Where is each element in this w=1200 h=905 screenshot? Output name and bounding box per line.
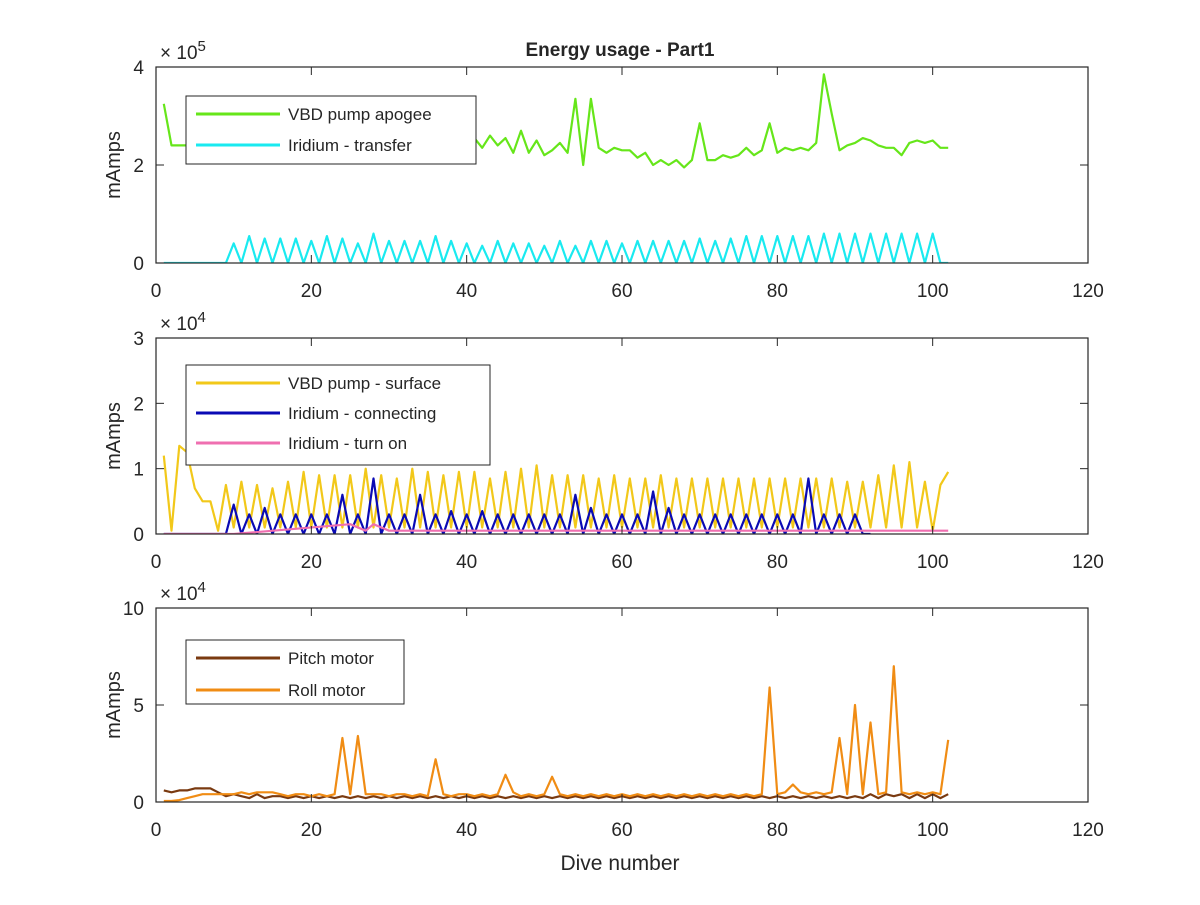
series-line-pitch-motor — [163, 787, 949, 800]
y-tick-label: 2 — [133, 156, 144, 177]
legend: VBD pump - surface Iridium - connecting Ir… — [185, 364, 491, 466]
x-tick-label: 40 — [456, 820, 477, 841]
y-exponent-power: 5 — [198, 38, 206, 55]
legend-entry-label: VBD pump - surface — [288, 374, 441, 393]
panel-1: 0 20 40 60 80 100 120 0 2 4 × 105 mAmps VBD pump apo… — [103, 38, 1104, 302]
x-tick-label: 20 — [301, 281, 322, 302]
y-tick-label: 5 — [133, 696, 144, 717]
legend-entry-label: Iridium - connecting — [288, 404, 436, 423]
y-tick-label: 0 — [133, 525, 144, 546]
y-tick-label: 3 — [133, 329, 144, 350]
x-tick-label: 80 — [767, 281, 788, 302]
x-tick-label: 100 — [917, 820, 949, 841]
x-tick-label: 120 — [1072, 552, 1104, 573]
y-tick-label: 2 — [133, 394, 144, 415]
legend-entry-label: Pitch motor — [288, 649, 374, 668]
x-tick-label: 120 — [1072, 281, 1104, 302]
legend-entry-label: Iridium - transfer — [288, 136, 412, 155]
x-tick-label: 80 — [767, 820, 788, 841]
y-exponent-label: × 104 — [160, 579, 206, 605]
y-exponent-power: 4 — [198, 579, 206, 596]
y-tick-label: 0 — [133, 793, 144, 814]
x-tick-label: 0 — [151, 820, 162, 841]
x-tick-label: 60 — [611, 820, 632, 841]
legend-box — [185, 95, 477, 165]
legend-entry-label: VBD pump apogee — [288, 105, 432, 124]
axes-box — [155, 607, 1089, 803]
legend-box — [185, 639, 405, 705]
x-tick-label: 0 — [151, 281, 162, 302]
x-tick-label: 80 — [767, 552, 788, 573]
y-tick-label: 1 — [133, 460, 144, 481]
x-tick-label: 20 — [301, 820, 322, 841]
y-axis-label: mAmps — [103, 131, 125, 199]
x-tick-label: 40 — [456, 552, 477, 573]
x-tick-label: 100 — [917, 552, 949, 573]
chart-title: Energy usage - Part1 — [525, 40, 714, 61]
x-tick-label: 60 — [611, 281, 632, 302]
y-exponent-power: 4 — [198, 309, 206, 326]
x-tick-label: 40 — [456, 281, 477, 302]
legend: Pitch motor Roll motor — [185, 639, 405, 705]
legend-entry-label: Iridium - turn on — [288, 434, 407, 453]
y-axis-label: mAmps — [103, 671, 125, 739]
series-line-iridium-transfer — [163, 232, 949, 263]
y-tick-label: 10 — [123, 599, 144, 620]
x-tick-label: 100 — [917, 281, 949, 302]
x-axis-label: Dive number — [560, 852, 679, 875]
x-tick-label: 120 — [1072, 820, 1104, 841]
x-tick-label: 0 — [151, 552, 162, 573]
x-tick-label: 20 — [301, 552, 322, 573]
y-exponent-label: × 104 — [160, 309, 206, 335]
legend-entry-label: Roll motor — [288, 681, 366, 700]
series-line-iridium-turn-on — [163, 523, 949, 534]
panel-3: 0 20 40 60 80 100 120 0 5 10 × 104 mAmps Pitch motor… — [103, 579, 1104, 841]
series-line-roll-motor — [163, 665, 950, 802]
y-tick-label: 0 — [133, 254, 144, 275]
y-tick-label: 4 — [133, 58, 144, 79]
legend: VBD pump apogee Iridium - transfer — [185, 95, 477, 165]
x-tick-label: 60 — [611, 552, 632, 573]
y-exponent-label: × 105 — [160, 38, 206, 64]
panel-2: 0 20 40 60 80 100 120 0 1 2 3 × 104 mAmps VBD pump - … — [103, 309, 1104, 573]
y-axis-label: mAmps — [103, 402, 125, 470]
